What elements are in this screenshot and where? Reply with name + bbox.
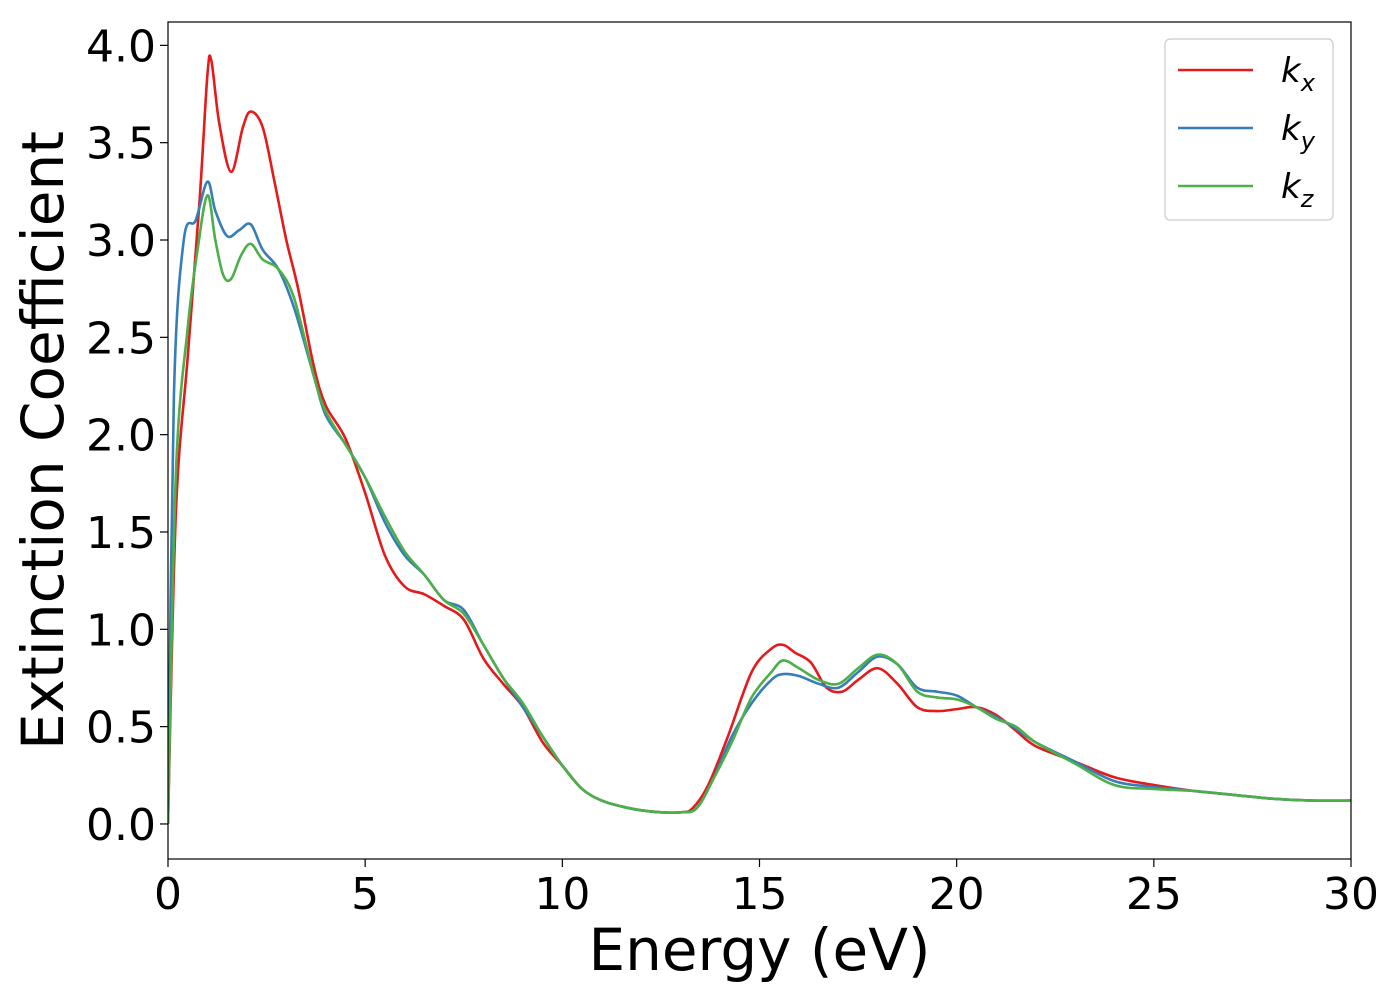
- y-tick-label: 4.0: [86, 21, 156, 72]
- x-tick-label: 20: [929, 869, 985, 920]
- x-axis-label: Energy (eV): [588, 916, 930, 984]
- x-tick-label: 25: [1126, 869, 1182, 920]
- series-line-z: [168, 193, 1351, 824]
- y-tick-label: 0.5: [86, 703, 156, 754]
- x-tick-label: 5: [351, 869, 379, 920]
- y-tick-label: 1.5: [86, 508, 156, 559]
- series-line-y: [168, 180, 1351, 824]
- y-tick-label: 1.0: [86, 605, 156, 656]
- x-tick-label: 15: [732, 869, 788, 920]
- y-tick-label: 2.0: [86, 411, 156, 462]
- series-layer: [168, 54, 1351, 824]
- x-tick-label: 10: [534, 869, 590, 920]
- x-tick-label: 30: [1323, 869, 1379, 920]
- y-tick-label: 2.5: [86, 313, 156, 364]
- y-axis-label: Extinction Coefficient: [9, 131, 77, 750]
- legend-box: [1164, 38, 1334, 221]
- y-tick-label: 3.5: [86, 119, 156, 170]
- y-tick-label: 0.0: [86, 800, 156, 851]
- y-tick-label: 3.0: [86, 216, 156, 267]
- x-axis-ticks: 0 5 10 15 20 25 30: [154, 859, 1379, 920]
- y-axis-ticks: 0.0 0.5 1.0 1.5 2.0 2.5 3.0 3.5 4.0: [86, 21, 168, 851]
- x-tick-label: 0: [154, 869, 182, 920]
